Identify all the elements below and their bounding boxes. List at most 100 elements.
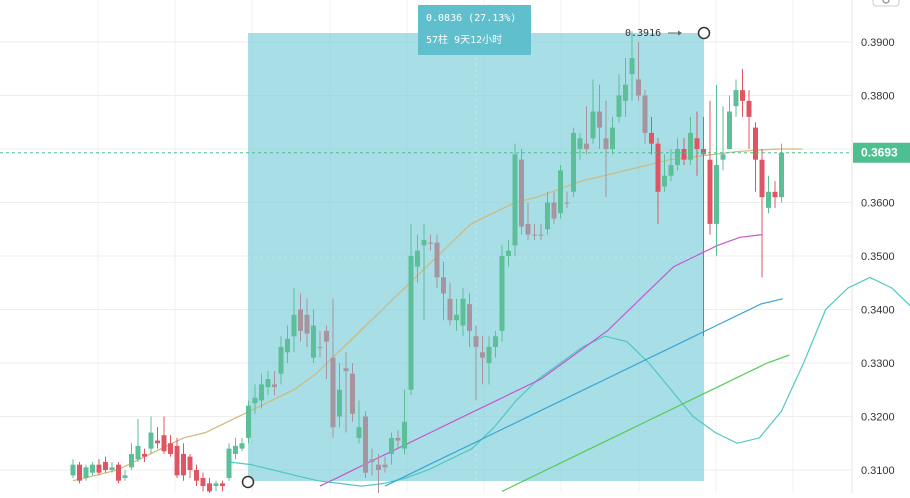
candle-body [766, 191, 771, 208]
candle-body [434, 242, 440, 278]
candle [473, 325, 479, 401]
candle-body [129, 453, 134, 468]
ma-line-slower [384, 298, 783, 487]
y-tick-label: 0.3800 [861, 91, 895, 103]
candle [519, 149, 524, 235]
candle-body [590, 111, 596, 139]
candle [623, 58, 628, 117]
candle-body [148, 432, 154, 449]
candle-body [226, 448, 232, 479]
candle-body [746, 100, 752, 117]
gear-icon[interactable] [882, 0, 890, 4]
candle-body [707, 159, 713, 224]
candle-body [272, 384, 277, 388]
candle [116, 461, 121, 484]
candle [291, 288, 297, 353]
candle-body [207, 483, 212, 492]
candle-body [564, 202, 570, 204]
candle-body [532, 234, 537, 236]
candle-body [480, 352, 485, 358]
candle [122, 470, 128, 481]
candle [499, 245, 505, 342]
current-price-text: 0.3693 [861, 146, 898, 160]
price-axis: 0.31000.32000.33000.34000.35000.36000.37… [853, 0, 910, 477]
candle [317, 330, 323, 358]
candle-body [363, 416, 368, 473]
candle [642, 90, 648, 144]
candle-body [636, 79, 641, 96]
candle [577, 132, 583, 160]
candle [135, 419, 141, 462]
candle [356, 400, 362, 444]
candle [753, 122, 758, 192]
candle-body [174, 445, 180, 476]
candle [304, 298, 310, 347]
candle [486, 336, 492, 385]
candle-body [772, 191, 778, 198]
candle-body [551, 202, 557, 219]
candle [350, 363, 355, 422]
candle-body [317, 346, 323, 348]
candle-body [389, 437, 394, 454]
candle-body [688, 132, 693, 160]
candle [103, 456, 108, 473]
y-tick-label: 0.3500 [861, 251, 895, 263]
candle [70, 459, 76, 479]
candle [369, 448, 375, 476]
candle [213, 480, 219, 492]
candle-body [558, 170, 563, 214]
candle [551, 191, 557, 224]
candle-body [675, 149, 680, 166]
candle-body [350, 373, 355, 414]
candle-body [77, 464, 82, 481]
candle-body [649, 132, 654, 144]
y-tick-label: 0.3300 [861, 358, 895, 370]
candle [759, 149, 765, 278]
candle [207, 478, 212, 497]
candle-body [135, 445, 141, 460]
candle-body [161, 435, 167, 452]
candle [746, 90, 752, 149]
candle-body [571, 132, 576, 192]
candle [142, 448, 147, 462]
candle-body [486, 346, 492, 363]
candle-body [220, 483, 225, 487]
candle [311, 309, 316, 363]
candle-body [467, 304, 472, 331]
candle [174, 437, 180, 479]
candle-body [246, 405, 251, 438]
candle [649, 116, 654, 155]
candle-body [369, 459, 375, 462]
candle [467, 293, 472, 347]
candle-body [285, 338, 290, 353]
candle [421, 223, 427, 321]
candle-body [525, 223, 531, 235]
candle [395, 429, 401, 449]
candle [389, 432, 394, 465]
candle-body [343, 368, 349, 372]
ma-line-fast [228, 276, 910, 487]
candle-body [376, 464, 381, 470]
candle-body [278, 346, 284, 374]
candle [187, 453, 193, 479]
candle [90, 461, 95, 476]
candles [70, 31, 784, 497]
candle-body [415, 250, 420, 267]
candle-body [668, 165, 674, 176]
candle [402, 389, 407, 454]
candle-body [616, 95, 622, 117]
candle-body [239, 443, 245, 449]
candle [285, 325, 290, 363]
candle [343, 352, 349, 433]
candle [668, 149, 674, 182]
candle [194, 464, 199, 487]
candle-body [493, 336, 498, 347]
y-tick-label: 0.3900 [861, 37, 895, 49]
candle-body [584, 143, 589, 149]
candle-body [168, 443, 173, 454]
candle [460, 288, 466, 337]
candle [434, 234, 440, 289]
candle [77, 461, 82, 484]
